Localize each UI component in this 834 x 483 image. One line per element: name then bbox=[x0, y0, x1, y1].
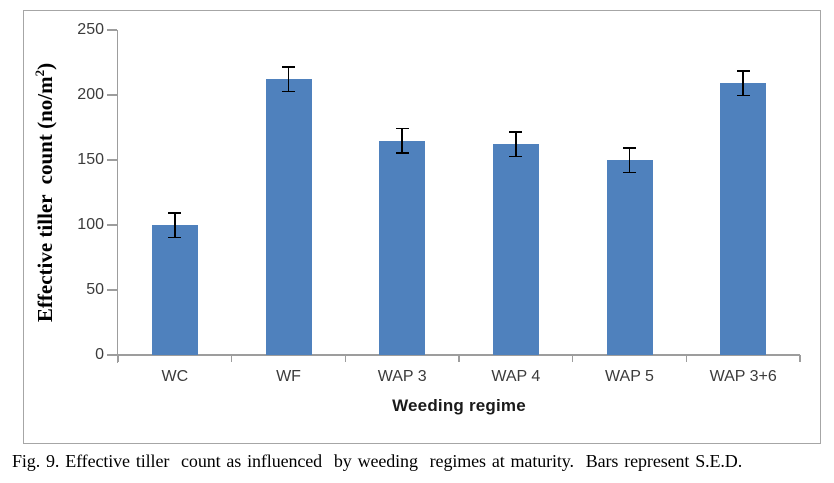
error-bar bbox=[742, 70, 744, 97]
error-bar-cap-top bbox=[736, 70, 750, 72]
y-tick-label: 150 bbox=[77, 151, 104, 168]
y-axis-title-superscript: 2 bbox=[32, 69, 47, 77]
bar bbox=[720, 83, 767, 355]
bar bbox=[606, 160, 653, 355]
error-bar-cap-bottom bbox=[282, 90, 295, 93]
y-tick-label: 0 bbox=[95, 346, 104, 363]
y-axis-title-close: ) bbox=[33, 62, 57, 70]
error-bar-cap-top bbox=[168, 212, 182, 214]
y-axis-tick bbox=[107, 29, 117, 31]
bar bbox=[151, 225, 198, 355]
x-tick-label: WAP 5 bbox=[605, 368, 654, 385]
x-axis-line bbox=[117, 354, 800, 356]
x-axis-tick bbox=[458, 355, 460, 362]
error-bar bbox=[515, 131, 517, 158]
y-axis-tick bbox=[107, 224, 117, 226]
y-axis-tick bbox=[107, 354, 117, 356]
x-tick-label: WC bbox=[161, 368, 189, 385]
y-tick-label: 100 bbox=[77, 216, 104, 233]
x-tick-label: WF bbox=[276, 368, 301, 385]
x-axis-tick bbox=[571, 355, 574, 362]
y-tick-label: 200 bbox=[77, 86, 104, 103]
x-axis-tick bbox=[344, 355, 347, 362]
error-bar-cap-bottom bbox=[736, 94, 750, 97]
x-axis-tick bbox=[799, 355, 801, 362]
x-tick-label: WAP 3 bbox=[377, 368, 427, 385]
x-tick-label: WAP 3+6 bbox=[709, 368, 777, 385]
y-axis-title-main: Effective tiller count (no/m bbox=[33, 76, 57, 323]
x-axis-tick bbox=[685, 355, 688, 362]
error-bar-cap-top bbox=[509, 131, 523, 133]
error-bar bbox=[401, 127, 403, 154]
error-bar-cap-bottom bbox=[395, 152, 409, 154]
y-axis-tick bbox=[107, 94, 117, 96]
error-bar-cap-bottom bbox=[623, 171, 636, 173]
error-bar-cap-top bbox=[282, 66, 295, 68]
error-bar bbox=[628, 147, 631, 173]
y-axis-line bbox=[117, 30, 119, 363]
x-axis-tick bbox=[230, 355, 233, 362]
error-bar bbox=[287, 66, 290, 93]
error-bar-cap-top bbox=[395, 127, 409, 129]
bar bbox=[265, 79, 312, 355]
x-axis-tick bbox=[117, 355, 119, 362]
x-axis-title: Weeding regime bbox=[392, 396, 526, 415]
error-bar-cap-bottom bbox=[509, 155, 523, 158]
plot-area: 0 50 100 150 200 250 WC WF WAP 3 WAP 4 WAP 5 WAP 3+… bbox=[77, 21, 801, 385]
error-bar-cap-bottom bbox=[168, 236, 182, 238]
y-axis-tick bbox=[107, 289, 117, 291]
x-tick-label: WAP 4 bbox=[491, 368, 541, 385]
figure-caption: Fig. 9. Effective tiller count as influe… bbox=[12, 451, 743, 471]
y-axis-title: Effective tiller count (no/m2) bbox=[30, 30, 60, 355]
bar bbox=[492, 144, 539, 355]
y-tick-label: 250 bbox=[77, 21, 104, 38]
error-bar-cap-top bbox=[623, 147, 636, 149]
error-bar bbox=[174, 212, 176, 238]
bar bbox=[379, 140, 426, 355]
y-axis-tick bbox=[107, 159, 117, 161]
y-tick-label: 50 bbox=[86, 281, 104, 298]
